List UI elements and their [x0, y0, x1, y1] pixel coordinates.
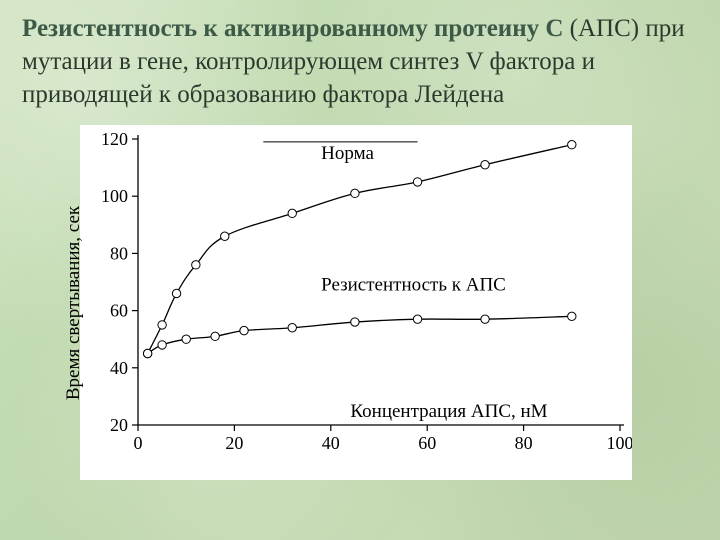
y-tick-label: 80 — [110, 243, 128, 263]
title-strong: Резистентность к активированному протеин… — [22, 15, 563, 42]
data-point — [351, 189, 359, 197]
y-tick-label: 100 — [101, 186, 128, 206]
data-point — [211, 332, 219, 340]
x-tick-label: 40 — [322, 433, 340, 453]
series-label: Норма — [321, 143, 374, 164]
slide-title: Резистентность к активированному протеин… — [22, 12, 698, 111]
data-point — [288, 209, 296, 217]
x-tick-label: 20 — [225, 433, 243, 453]
y-axis-label: Время свертывания, сек — [63, 205, 85, 399]
data-point — [143, 349, 151, 357]
series-label: Резистентность к АПС — [321, 275, 506, 296]
chart: Время свертывания, сек 20406080100120020… — [80, 125, 632, 480]
chart-svg: 20 40 60 80 100 120 0 20 40 60 80 100 Концентрация А… — [80, 125, 632, 480]
data-point — [158, 321, 166, 329]
data-point — [158, 341, 166, 349]
data-point — [192, 261, 200, 269]
data-point — [568, 312, 576, 320]
data-point — [288, 324, 296, 332]
data-point — [568, 141, 576, 149]
x-tick-label: 80 — [515, 433, 533, 453]
data-point — [240, 326, 248, 334]
x-axis-label: Концентрация АПС, нМ — [350, 401, 547, 422]
data-point — [182, 335, 190, 343]
x-tick-label: 60 — [418, 433, 436, 453]
y-tick-label: 120 — [101, 129, 128, 149]
x-tick-label: 0 — [134, 433, 143, 453]
y-tick-label: 60 — [110, 301, 128, 321]
data-point — [481, 315, 489, 323]
data-point — [172, 289, 180, 297]
data-point — [413, 178, 421, 186]
data-point — [413, 315, 421, 323]
y-tick-label: 40 — [110, 358, 128, 378]
data-point — [351, 318, 359, 326]
data-point — [481, 161, 489, 169]
y-tick-label: 20 — [110, 415, 128, 435]
x-tick-label: 100 — [607, 433, 633, 453]
data-point — [221, 232, 229, 240]
